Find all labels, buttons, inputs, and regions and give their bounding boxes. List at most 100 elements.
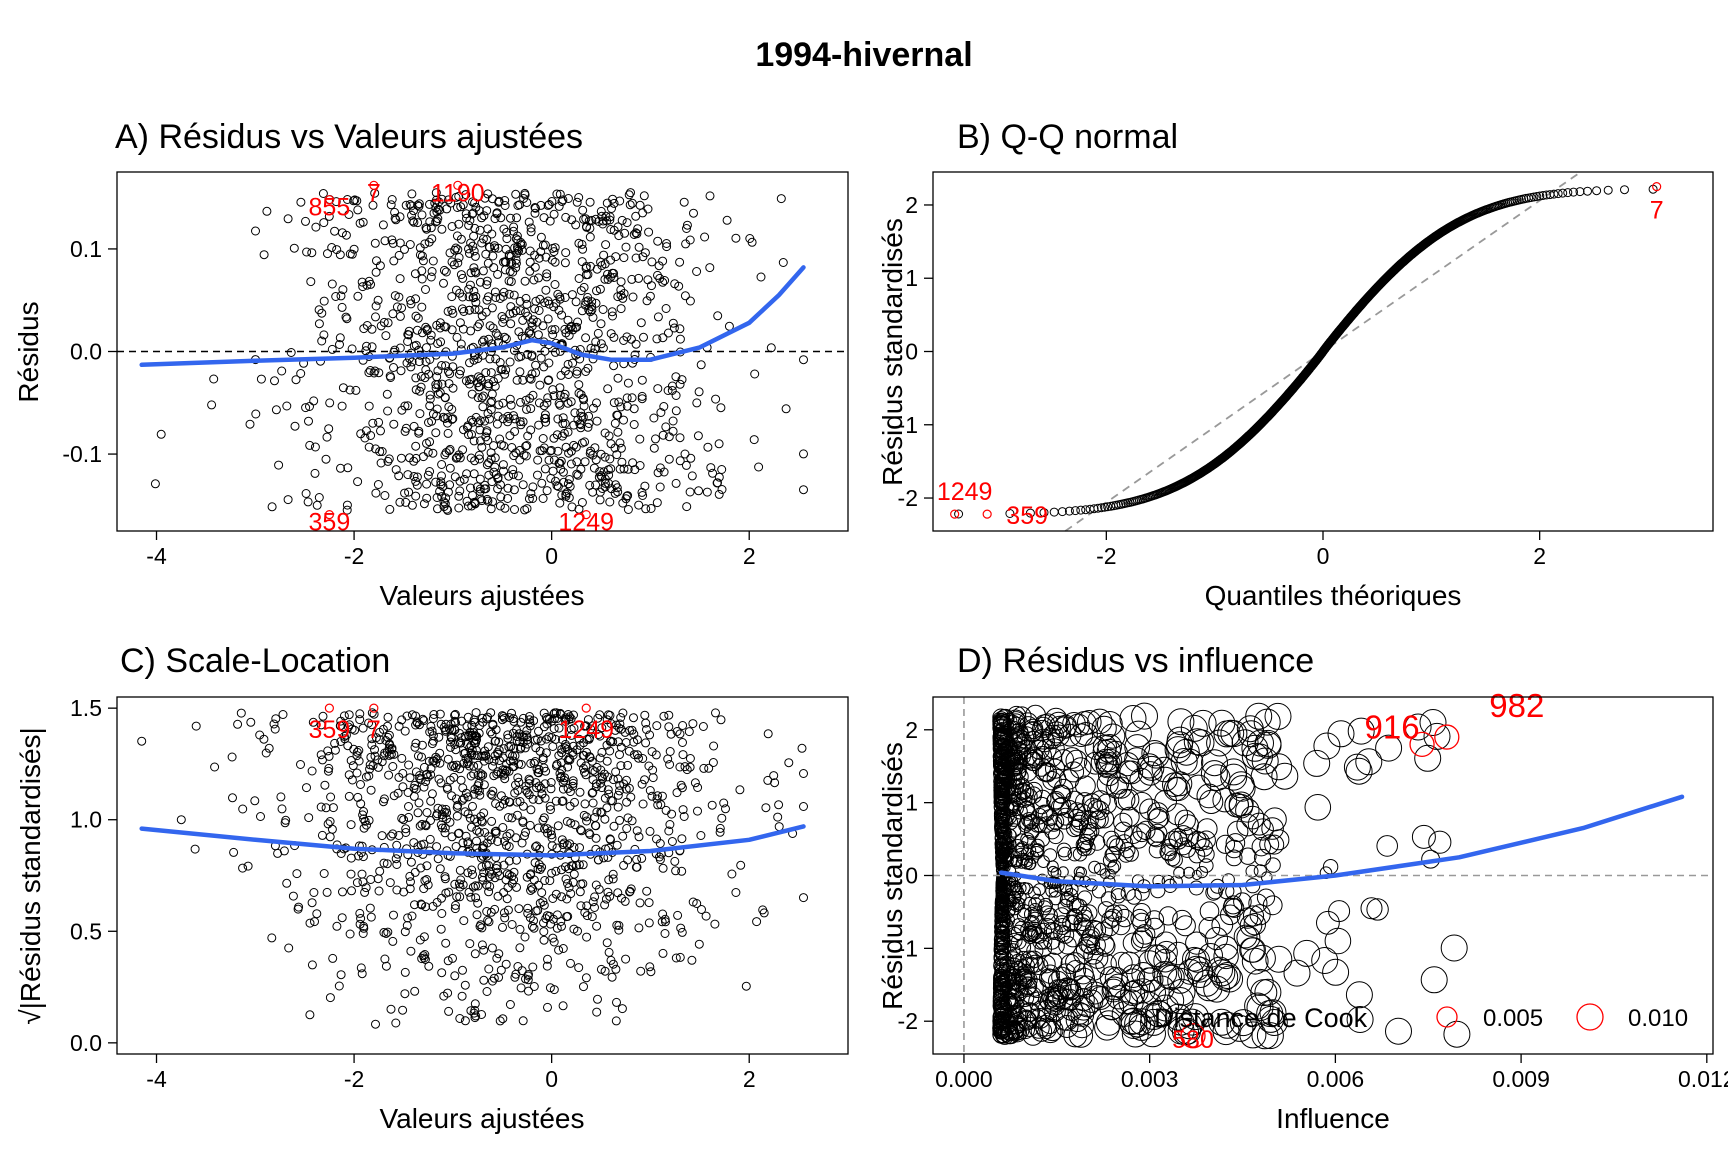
panel-c-point bbox=[622, 797, 632, 807]
panel-c-point bbox=[378, 724, 388, 734]
panel-d-point bbox=[1037, 900, 1052, 916]
panel-a-highlight-point bbox=[453, 180, 463, 190]
panel-a-point bbox=[475, 225, 485, 235]
panel-c-point bbox=[735, 785, 745, 795]
panel-d-point bbox=[1423, 722, 1451, 750]
panel-d-point bbox=[1420, 966, 1448, 994]
panel-a-point bbox=[376, 426, 385, 436]
panel-a-point bbox=[490, 214, 500, 224]
panel-d-point bbox=[1045, 884, 1059, 898]
panel-a-point bbox=[495, 501, 505, 511]
panel-a-point bbox=[291, 375, 301, 385]
panel-a-point bbox=[556, 464, 566, 474]
panel-c-point bbox=[568, 781, 578, 791]
panel-c-point bbox=[346, 869, 356, 879]
panel-c-point bbox=[518, 1016, 528, 1026]
panel-c-point bbox=[491, 828, 501, 838]
panel-a-point bbox=[480, 193, 490, 203]
panel-a-point bbox=[373, 480, 383, 489]
panel-a-point bbox=[475, 474, 485, 484]
panel-b-point bbox=[1103, 502, 1113, 512]
panel-c-point bbox=[319, 869, 329, 878]
panel-a-point bbox=[569, 420, 579, 430]
legend-entry-large: 0.010 bbox=[1628, 1005, 1688, 1032]
panel-a-title: A) Résidus vs Valeurs ajustées bbox=[115, 118, 583, 156]
panel-a-point bbox=[498, 398, 508, 408]
panel-d-point bbox=[1215, 834, 1236, 854]
panel-c-point bbox=[608, 869, 618, 879]
panel-a-point bbox=[358, 282, 368, 292]
panel-d-point bbox=[1017, 978, 1037, 997]
panel-a-point bbox=[422, 479, 432, 489]
panel-d-point bbox=[1134, 924, 1156, 945]
panel-c-point bbox=[250, 796, 260, 806]
panel-c-point bbox=[355, 908, 365, 918]
panel-a-point bbox=[373, 295, 383, 305]
panel-c-point bbox=[688, 719, 698, 729]
panel-c-point bbox=[316, 720, 326, 730]
panel-c-point bbox=[455, 882, 465, 892]
panel-b-point bbox=[1620, 185, 1629, 195]
panel-d-point bbox=[992, 1022, 1011, 1040]
panel-a-point bbox=[394, 250, 404, 260]
panel-c-point bbox=[533, 768, 543, 777]
panel-a-point-label: 1249 bbox=[558, 509, 614, 537]
panel-a-point bbox=[305, 402, 314, 411]
panel-d-point bbox=[1087, 799, 1107, 819]
panel-c-point bbox=[486, 835, 496, 845]
panel-a-point bbox=[616, 443, 626, 453]
panel-a-point bbox=[482, 460, 492, 470]
panel-a-point bbox=[533, 330, 543, 340]
panel-c-point bbox=[568, 877, 578, 887]
panel-c-point bbox=[526, 886, 536, 895]
panel-b-point bbox=[1064, 506, 1074, 516]
panel-a-point bbox=[437, 361, 447, 370]
panel-c-point bbox=[410, 867, 420, 877]
panel-c-point bbox=[447, 725, 457, 735]
panel-c-point bbox=[488, 976, 497, 986]
panel-c-xtick-label: -2 bbox=[344, 1066, 364, 1092]
panel-d-point bbox=[1121, 1020, 1149, 1048]
panel-c-point bbox=[534, 795, 544, 805]
panel-d-point bbox=[1163, 776, 1188, 802]
panel-a-point bbox=[282, 401, 292, 411]
panel-d-point bbox=[1251, 837, 1272, 857]
panel-a-point bbox=[609, 268, 619, 278]
panel-c-point bbox=[484, 964, 494, 974]
panel-c-point bbox=[442, 808, 452, 818]
panel-a-point bbox=[623, 505, 633, 514]
panel-d-point bbox=[1091, 715, 1117, 741]
panel-a-point bbox=[317, 336, 327, 346]
panel-c-point bbox=[358, 810, 368, 820]
panel-d-point bbox=[1078, 828, 1096, 845]
panel-d-point bbox=[996, 836, 1010, 850]
panel-d-xlabel: Influence bbox=[1276, 1103, 1390, 1134]
panel-d-point bbox=[1090, 750, 1114, 775]
panel-c-point bbox=[552, 843, 562, 853]
panel-b-xlabel: Quantiles théoriques bbox=[1205, 580, 1462, 611]
panel-c-point bbox=[566, 889, 576, 899]
panel-a-point bbox=[671, 406, 681, 416]
panel-a-point bbox=[577, 306, 587, 316]
panel-c-point bbox=[503, 883, 513, 893]
panel-c-point bbox=[420, 955, 430, 964]
panel-c-point bbox=[422, 769, 432, 779]
panel-a-point bbox=[406, 299, 416, 309]
panel-c-point bbox=[407, 710, 417, 720]
panel-c-point bbox=[229, 847, 239, 857]
panel-c-point bbox=[660, 914, 670, 924]
panel-a-point bbox=[610, 418, 620, 428]
panel-c-point bbox=[440, 828, 450, 838]
panel-a-point bbox=[336, 291, 346, 301]
panel-c-point bbox=[603, 785, 613, 795]
panel-c-point bbox=[653, 791, 663, 801]
panel-a-point bbox=[549, 433, 559, 443]
panel-a-point bbox=[496, 492, 506, 502]
panel-c-point bbox=[353, 792, 363, 802]
panel-a-point bbox=[474, 206, 484, 216]
panel-d-point bbox=[1027, 926, 1045, 944]
panel-c-point bbox=[671, 953, 681, 963]
panel-a-point bbox=[390, 213, 400, 223]
panel-d-point bbox=[1096, 772, 1119, 795]
panel-a-point bbox=[447, 325, 457, 335]
